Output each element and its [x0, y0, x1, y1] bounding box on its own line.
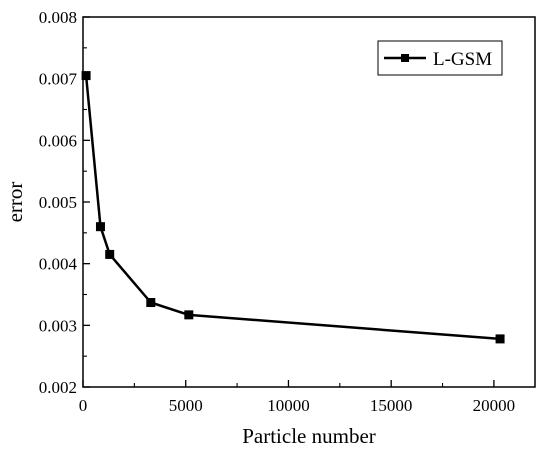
data-point-marker — [184, 310, 194, 320]
y-tick-label: 0.002 — [39, 378, 77, 397]
y-tick-label: 0.008 — [39, 8, 77, 27]
data-point-marker — [495, 334, 505, 344]
plot-area — [81, 71, 505, 344]
data-point-marker — [81, 71, 91, 81]
legend-label: L-GSM — [433, 49, 492, 70]
y-axis-title: error — [3, 182, 27, 223]
legend-marker — [401, 54, 409, 62]
y-tick-label: 0.006 — [39, 131, 77, 150]
series-line — [84, 75, 501, 341]
y-tick-label: 0.005 — [39, 193, 77, 212]
x-tick-label: 5000 — [169, 396, 203, 415]
x-tick-label: 0 — [79, 396, 88, 415]
x-tick-label: 20000 — [473, 396, 516, 415]
data-point-marker — [105, 249, 115, 259]
data-point-marker — [146, 298, 156, 308]
x-tick-label: 15000 — [370, 396, 413, 415]
y-tick-label: 0.003 — [39, 316, 77, 335]
x-axis-title: Particle number — [242, 424, 376, 448]
x-tick-label: 10000 — [267, 396, 310, 415]
plot-frame — [82, 16, 536, 388]
data-point-marker — [95, 222, 105, 232]
y-tick-label: 0.004 — [39, 255, 78, 274]
legend: L-GSM — [377, 40, 503, 76]
y-tick-label: 0.007 — [39, 70, 78, 89]
